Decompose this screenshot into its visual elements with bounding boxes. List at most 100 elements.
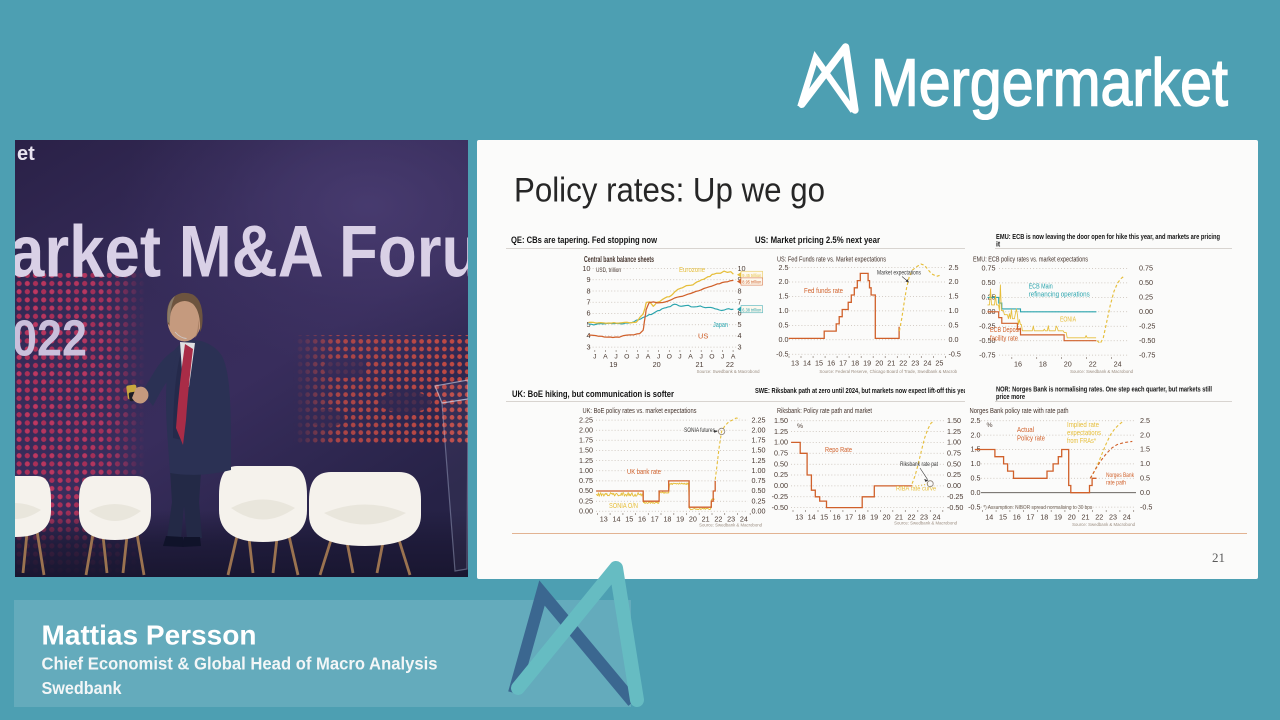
svg-text:21: 21 bbox=[1212, 550, 1225, 565]
svg-text:-0.25: -0.25 bbox=[1139, 321, 1155, 330]
svg-text:16: 16 bbox=[833, 513, 841, 522]
svg-text:2.25: 2.25 bbox=[752, 415, 766, 424]
svg-text:0.50: 0.50 bbox=[579, 486, 593, 495]
svg-text:Eurozone: Eurozone bbox=[679, 265, 705, 274]
svg-text:-0.25: -0.25 bbox=[772, 492, 788, 501]
svg-text:-0.50: -0.50 bbox=[947, 503, 963, 512]
svg-text:0.75: 0.75 bbox=[1139, 264, 1153, 273]
svg-text:1.00: 1.00 bbox=[947, 438, 961, 447]
svg-text:0.00: 0.00 bbox=[947, 481, 961, 490]
svg-text:-0.5: -0.5 bbox=[949, 349, 961, 358]
svg-text:2.0: 2.0 bbox=[949, 277, 959, 286]
svg-text:O: O bbox=[709, 354, 714, 361]
svg-text:facility rate: facility rate bbox=[990, 334, 1018, 343]
svg-text:21: 21 bbox=[695, 360, 703, 369]
svg-text:24: 24 bbox=[1114, 360, 1122, 369]
svg-text:24: 24 bbox=[1123, 513, 1131, 522]
svg-text:20: 20 bbox=[883, 513, 891, 522]
svg-text:J: J bbox=[657, 354, 660, 361]
svg-text:0.0: 0.0 bbox=[949, 335, 959, 344]
svg-text:1.00: 1.00 bbox=[579, 466, 593, 475]
svg-text:-0.50: -0.50 bbox=[979, 336, 995, 345]
svg-text:-0.25: -0.25 bbox=[979, 321, 995, 330]
svg-text:21: 21 bbox=[895, 513, 903, 522]
svg-text:0.50: 0.50 bbox=[947, 459, 961, 468]
svg-text:13: 13 bbox=[791, 359, 799, 368]
svg-text:6: 6 bbox=[738, 309, 742, 318]
svg-text:0.25: 0.25 bbox=[752, 496, 766, 505]
svg-text:9: 9 bbox=[586, 275, 590, 284]
svg-text:Chief Economist & Global Head: Chief Economist & Global Head of Macro A… bbox=[42, 654, 438, 674]
svg-text:8: 8 bbox=[738, 286, 742, 295]
svg-text:23: 23 bbox=[920, 513, 928, 522]
svg-text:6: 6 bbox=[586, 309, 590, 318]
svg-text:14: 14 bbox=[613, 515, 621, 524]
svg-text:US: US bbox=[698, 332, 708, 341]
svg-text:14: 14 bbox=[803, 359, 811, 368]
svg-text:UK: BoE hiking, but communicat: UK: BoE hiking, but communication is sof… bbox=[512, 389, 674, 399]
svg-text:20: 20 bbox=[653, 360, 661, 369]
svg-text:Central bank balance sheets: Central bank balance sheets bbox=[584, 255, 654, 264]
svg-text:SONIA futures: SONIA futures bbox=[684, 427, 715, 434]
svg-text:10: 10 bbox=[582, 264, 590, 273]
svg-text:1.0: 1.0 bbox=[971, 459, 981, 468]
svg-text:24: 24 bbox=[932, 513, 940, 522]
svg-text:4: 4 bbox=[738, 331, 742, 340]
svg-text:8: 8 bbox=[586, 286, 590, 295]
svg-text:-0.5: -0.5 bbox=[776, 349, 788, 358]
svg-text:20: 20 bbox=[1068, 513, 1076, 522]
svg-text:Riksbank: Policy rate path and: Riksbank: Policy rate path and market bbox=[777, 406, 873, 415]
svg-text:23: 23 bbox=[727, 515, 735, 524]
svg-text:%: % bbox=[987, 422, 993, 429]
svg-text:20: 20 bbox=[875, 359, 883, 368]
svg-text:A: A bbox=[646, 354, 651, 361]
svg-text:2.5: 2.5 bbox=[779, 263, 789, 272]
svg-text:0.50: 0.50 bbox=[752, 486, 766, 495]
svg-text:3: 3 bbox=[586, 342, 590, 351]
svg-text:16: 16 bbox=[1013, 513, 1021, 522]
svg-text:Source: Swedbank & Macrobond: Source: Swedbank & Macrobond bbox=[1072, 522, 1135, 527]
svg-text:Source: Swedbank & Macrobond: Source: Swedbank & Macrobond bbox=[699, 523, 762, 528]
svg-text:-0.50: -0.50 bbox=[1139, 336, 1155, 345]
svg-text:2.00: 2.00 bbox=[752, 425, 766, 434]
svg-text:24: 24 bbox=[740, 515, 748, 524]
svg-text:17: 17 bbox=[839, 359, 847, 368]
svg-text:2.0: 2.0 bbox=[1140, 430, 1150, 439]
svg-text:1.5: 1.5 bbox=[1140, 445, 1150, 454]
svg-text:10: 10 bbox=[738, 264, 746, 273]
svg-text:1.00: 1.00 bbox=[774, 438, 788, 447]
svg-text:Source: Swedbank & Macrobond: Source: Swedbank & Macrobond bbox=[697, 369, 760, 374]
svg-text:22: 22 bbox=[1089, 360, 1097, 369]
svg-text:22: 22 bbox=[726, 360, 734, 369]
svg-text:16: 16 bbox=[1014, 360, 1022, 369]
svg-text:18: 18 bbox=[851, 359, 859, 368]
svg-text:1.25: 1.25 bbox=[774, 427, 788, 436]
svg-text:15: 15 bbox=[625, 515, 633, 524]
svg-text:15: 15 bbox=[820, 513, 828, 522]
svg-text:A: A bbox=[603, 354, 608, 361]
svg-text:22: 22 bbox=[908, 513, 916, 522]
svg-text:arket M&A Forum: arket M&A Forum bbox=[15, 211, 468, 292]
svg-text:J: J bbox=[678, 354, 681, 361]
svg-text:SWE: Riksbank path at zero unt: SWE: Riksbank path at zero until 2024, b… bbox=[755, 388, 965, 395]
svg-text:19: 19 bbox=[1054, 513, 1062, 522]
svg-text:EONIA: EONIA bbox=[1060, 315, 1076, 324]
svg-text:15: 15 bbox=[999, 513, 1007, 522]
svg-text:18: 18 bbox=[663, 515, 671, 524]
svg-text:1.75: 1.75 bbox=[579, 436, 593, 445]
svg-text:1.0: 1.0 bbox=[1140, 459, 1150, 468]
svg-text:1.25: 1.25 bbox=[947, 427, 961, 436]
svg-text:Policy rate: Policy rate bbox=[1017, 434, 1045, 443]
svg-text:ECB Main: ECB Main bbox=[1029, 282, 1053, 291]
svg-text:0.0: 0.0 bbox=[1140, 488, 1150, 497]
svg-text:14: 14 bbox=[808, 513, 816, 522]
svg-text:0.00: 0.00 bbox=[752, 507, 766, 516]
svg-text:14: 14 bbox=[985, 513, 993, 522]
svg-text:Norges Bank policy rate with r: Norges Bank policy rate with rate path bbox=[970, 406, 1069, 415]
svg-text:0.25: 0.25 bbox=[1139, 293, 1153, 302]
svg-text:0.00: 0.00 bbox=[579, 507, 593, 516]
svg-text:22: 22 bbox=[899, 359, 907, 368]
svg-text:USD, trillion: USD, trillion bbox=[596, 267, 621, 274]
svg-text:8.95 trillion: 8.95 trillion bbox=[742, 280, 761, 285]
svg-text:21: 21 bbox=[702, 515, 710, 524]
